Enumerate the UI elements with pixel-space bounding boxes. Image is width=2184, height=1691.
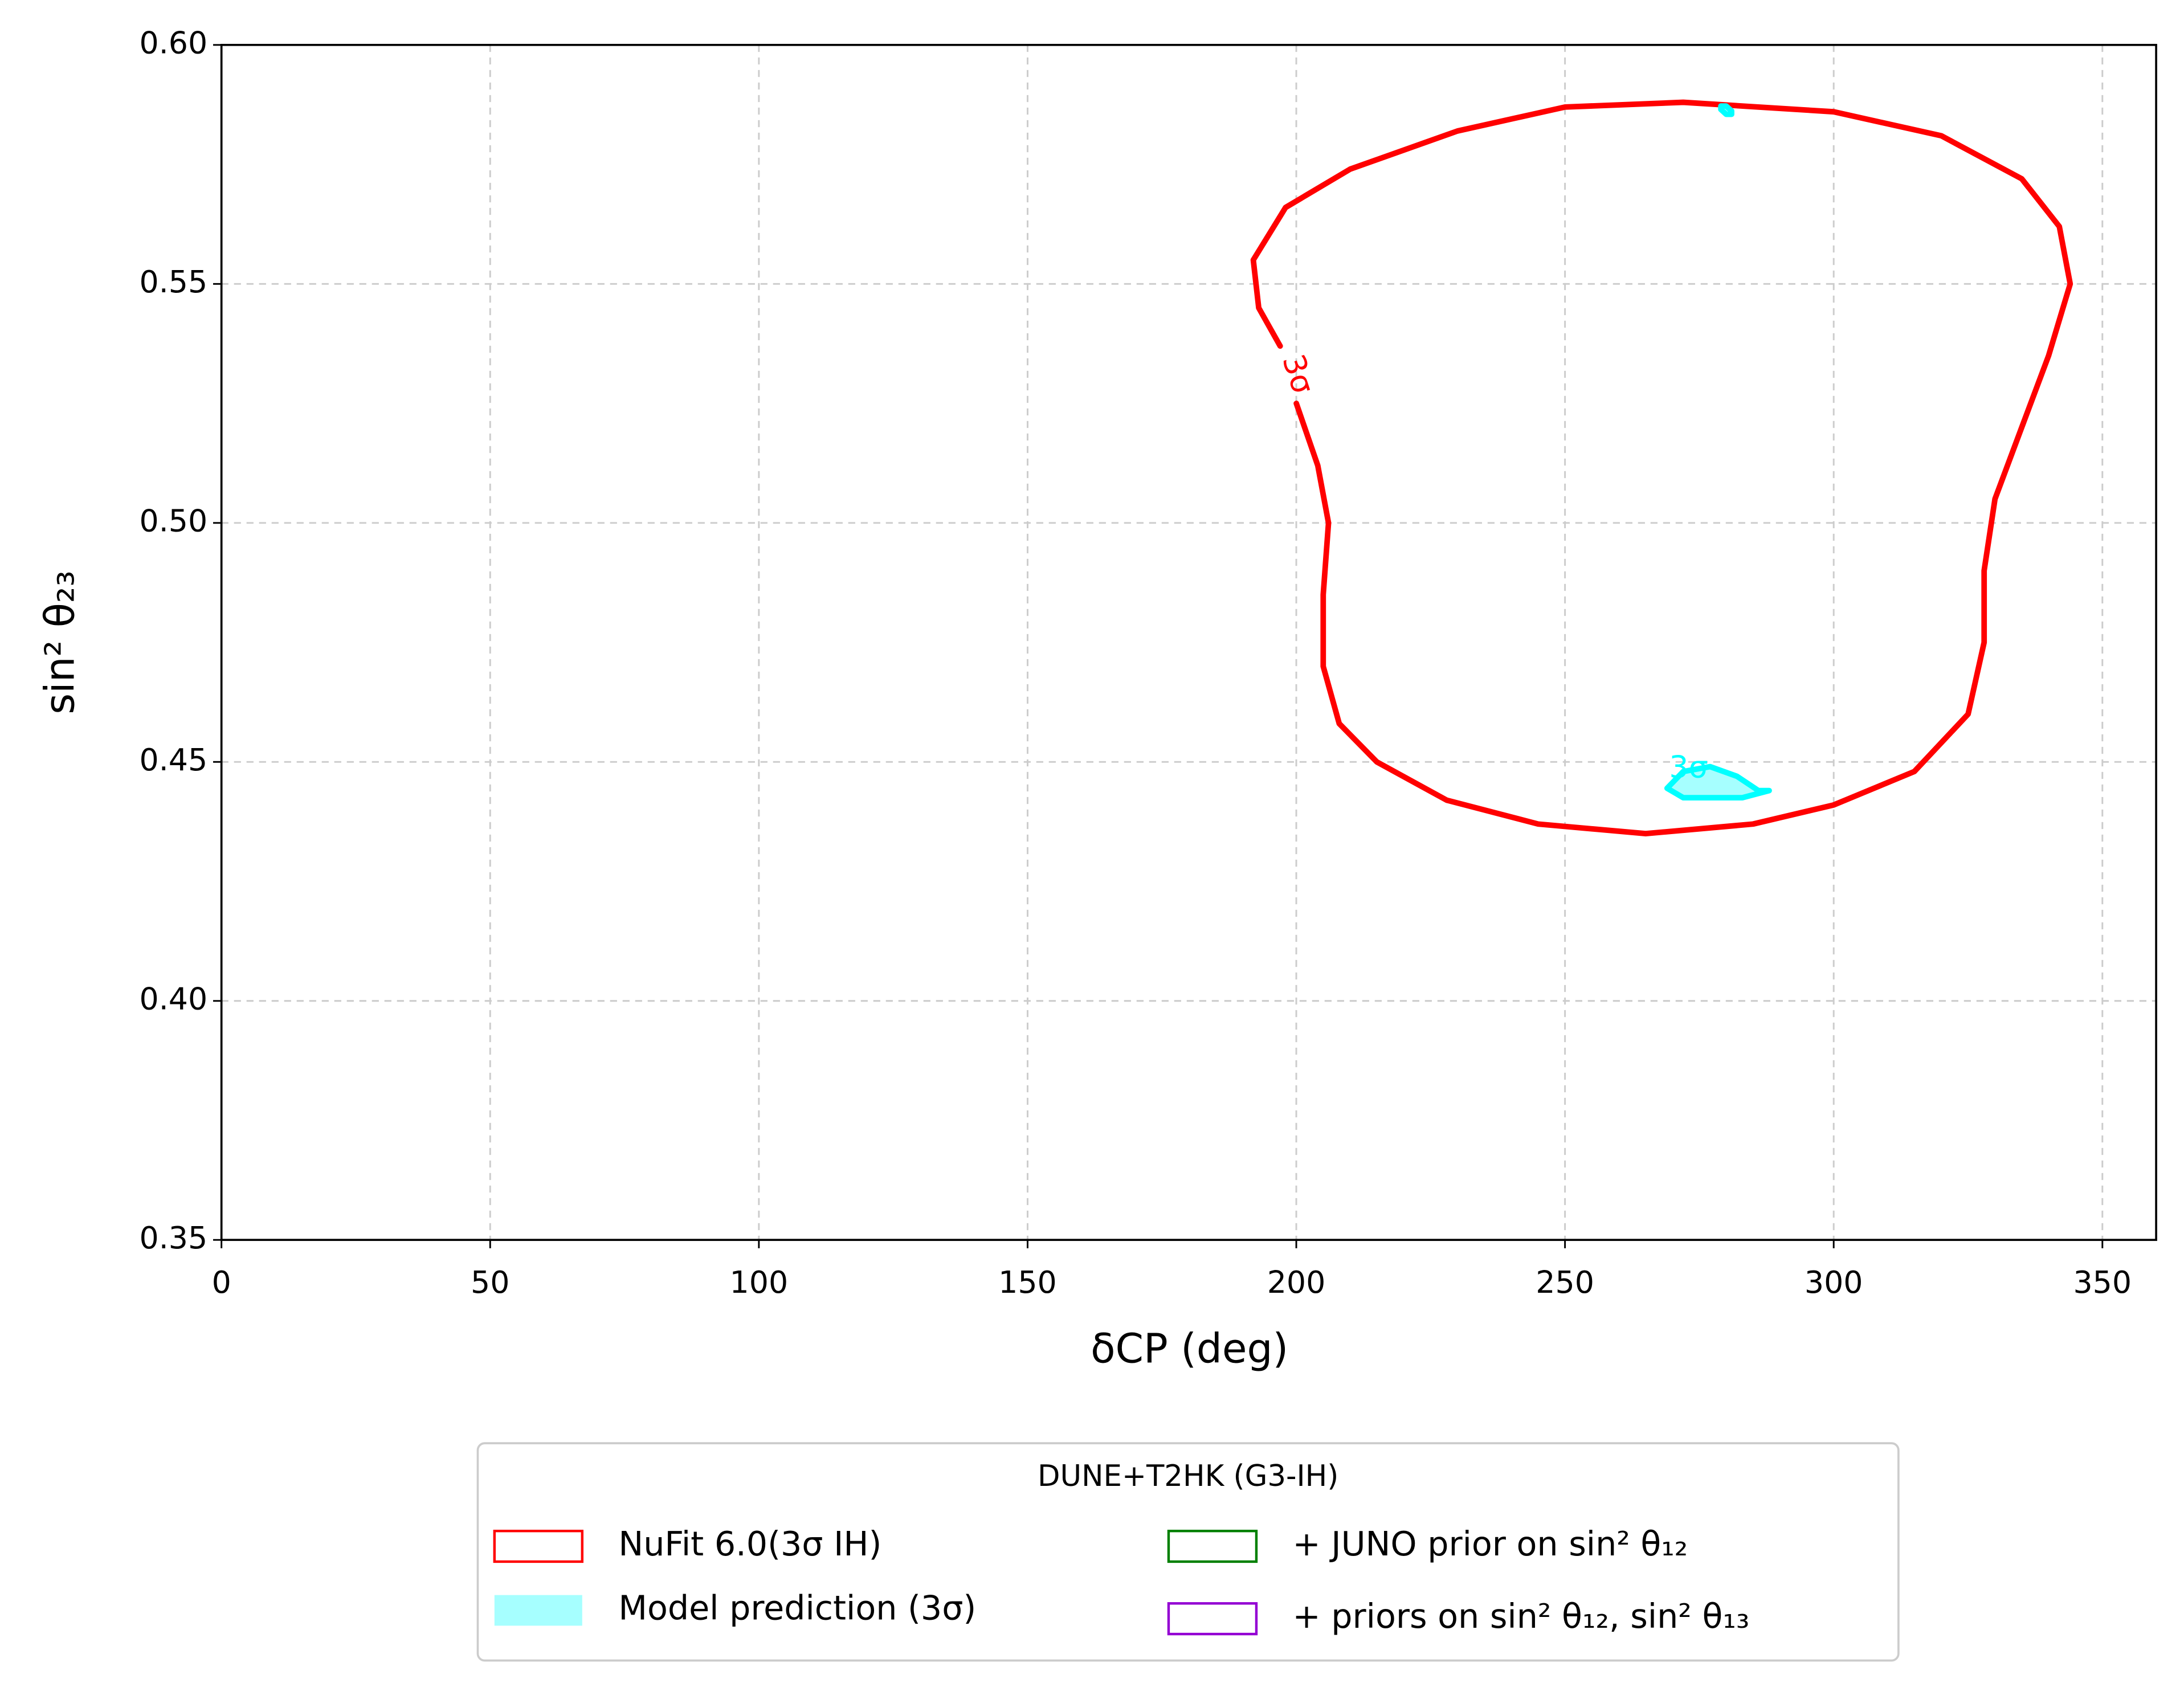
plot-frame xyxy=(220,44,2157,1241)
x-tick-label: 350 xyxy=(2073,1264,2132,1300)
legend-frame xyxy=(476,1442,1900,1662)
x-tick-label: 150 xyxy=(998,1264,1057,1300)
contour-label: 3σ xyxy=(1275,350,1321,398)
contour-label: 3σ xyxy=(1669,749,1708,785)
y-tick-label: 0.35 xyxy=(140,1220,208,1256)
legend-label: NuFit 6.0(3σ IH) xyxy=(618,1525,881,1563)
contour-line xyxy=(1250,99,2073,837)
legend-swatch xyxy=(1167,1529,1258,1563)
legend-title: DUNE+T2HK (G3-IH) xyxy=(1038,1459,1338,1493)
y-tick-label: 0.60 xyxy=(140,24,208,60)
y-axis-label: sin² θ₂₃ xyxy=(36,570,84,714)
x-tick-label: 200 xyxy=(1267,1264,1326,1300)
legend-label: + priors on sin² θ₁₂, sin² θ₁₃ xyxy=(1293,1597,1750,1636)
y-tick-label: 0.55 xyxy=(140,264,208,300)
contour-region xyxy=(1664,103,1772,800)
x-tick-label: 300 xyxy=(1805,1264,1863,1300)
y-tick-label: 0.45 xyxy=(140,742,208,778)
legend-label: Model prediction (3σ) xyxy=(618,1589,976,1628)
x-tick-label: 50 xyxy=(471,1264,509,1300)
x-tick-label: 250 xyxy=(1536,1264,1594,1300)
legend-swatch xyxy=(494,1595,582,1626)
legend-swatch xyxy=(1167,1602,1258,1636)
legend-swatch xyxy=(493,1529,584,1563)
y-tick-label: 0.40 xyxy=(140,981,208,1016)
legend-label: + JUNO prior on sin² θ₁₂ xyxy=(1293,1525,1688,1563)
x-tick-label: 100 xyxy=(730,1264,789,1300)
x-tick-label: 0 xyxy=(212,1264,231,1300)
y-tick-label: 0.50 xyxy=(140,503,208,538)
x-axis-label: δCP (deg) xyxy=(1091,1325,1288,1372)
